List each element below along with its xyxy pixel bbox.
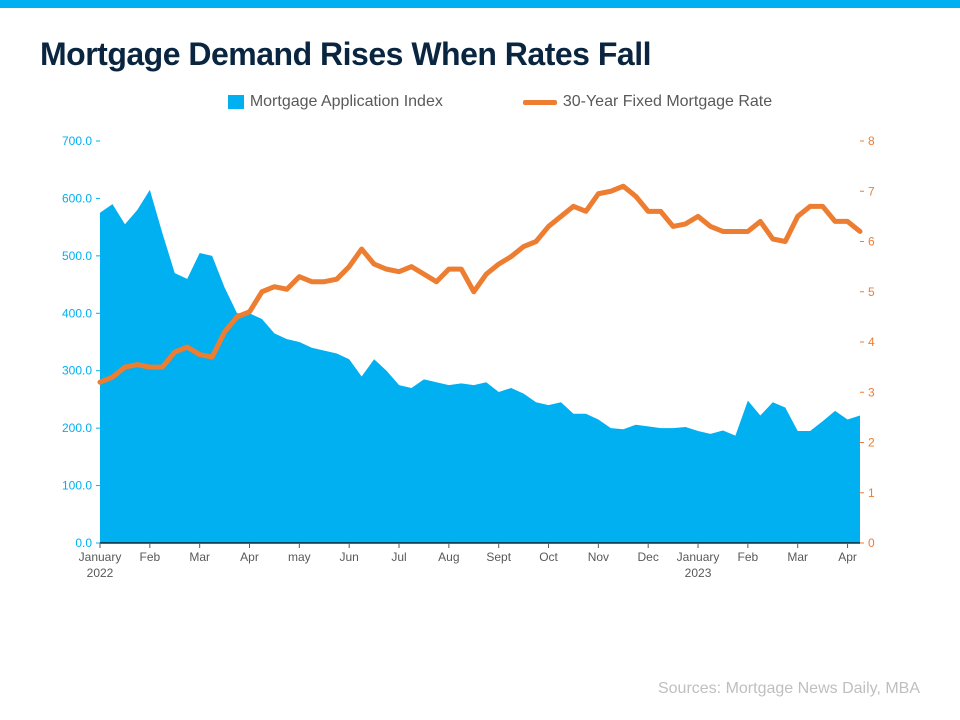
x-label: January — [79, 550, 122, 564]
y-left-label: 500.0 — [62, 249, 92, 263]
accent-bar — [0, 0, 960, 8]
y-right-label: 2 — [868, 436, 875, 450]
x-sub-label: 2023 — [685, 566, 712, 580]
legend-item-line: 30-Year Fixed Mortgage Rate — [523, 93, 772, 111]
x-label: Feb — [738, 550, 759, 564]
x-label: Oct — [539, 550, 558, 564]
y-right-label: 5 — [868, 285, 875, 299]
x-label: Aug — [438, 550, 459, 564]
y-left-label: 300.0 — [62, 364, 92, 378]
y-right-label: 1 — [868, 486, 875, 500]
y-left-label: 700.0 — [62, 134, 92, 148]
y-right-label: 8 — [868, 134, 875, 148]
page-title: Mortgage Demand Rises When Rates Fall — [40, 36, 920, 73]
x-label: may — [288, 550, 311, 564]
y-left-label: 100.0 — [62, 479, 92, 493]
chart-svg: 0.0 100.0 200.0 300.0 400.0 500.0 600.0 700.0 0 1… — [40, 113, 920, 633]
y-right-label: 7 — [868, 184, 875, 198]
x-label: Jun — [340, 550, 359, 564]
y-right-label: 0 — [868, 536, 875, 550]
source-attribution: Sources: Mortgage News Daily, MBA — [658, 680, 920, 698]
x-label: Apr — [240, 550, 259, 564]
y-left-label: 200.0 — [62, 421, 92, 435]
x-sub-label: 2022 — [87, 566, 114, 580]
legend-item-area: Mortgage Application Index — [228, 93, 443, 111]
x-label: Feb — [139, 550, 160, 564]
x-label: Jul — [391, 550, 406, 564]
chart: 0.0 100.0 200.0 300.0 400.0 500.0 600.0 700.0 0 1… — [40, 113, 920, 673]
legend-label-a: Mortgage Application Index — [250, 93, 443, 111]
y-right-label: 3 — [868, 385, 875, 399]
y-right-label: 6 — [868, 235, 875, 249]
legend-swatch-line-icon — [523, 100, 557, 105]
x-label: Apr — [838, 550, 857, 564]
y-left-label: 400.0 — [62, 306, 92, 320]
y-right-label: 4 — [868, 335, 875, 349]
y-left-label: 600.0 — [62, 191, 92, 205]
legend-label-b: 30-Year Fixed Mortgage Rate — [563, 93, 772, 111]
chart-container: Mortgage Demand Rises When Rates Fall Mo… — [0, 8, 960, 683]
x-label: Mar — [189, 550, 210, 564]
y-left-label: 0.0 — [75, 536, 92, 550]
x-label: Nov — [588, 550, 609, 564]
area-series — [100, 190, 860, 543]
legend: Mortgage Application Index 30-Year Fixed… — [40, 93, 920, 111]
x-label: Dec — [638, 550, 659, 564]
x-label: Sept — [486, 550, 511, 564]
legend-swatch-area-icon — [228, 95, 244, 109]
x-label: January — [677, 550, 720, 564]
x-label: Mar — [787, 550, 808, 564]
